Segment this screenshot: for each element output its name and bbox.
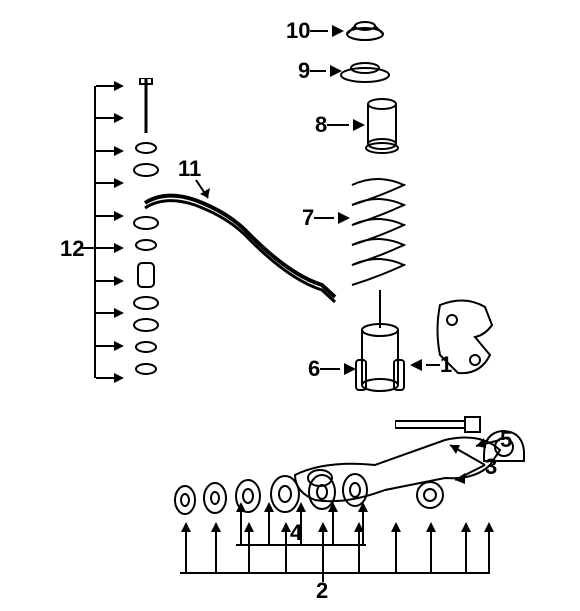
callout-7: 7: [302, 205, 350, 231]
callout-2-leader: [358, 530, 360, 572]
callout-12-arrow: [96, 276, 124, 286]
callout-12-arrow: [96, 211, 124, 221]
callout-10-text: 10: [286, 18, 310, 44]
callout-10: 10: [286, 18, 344, 44]
callout-3-arrows: [420, 440, 490, 490]
callout-7-text: 7: [302, 205, 314, 231]
callout-12-bracket: [94, 86, 96, 378]
callout-2-bracket: [180, 572, 490, 574]
callout-9: 9: [298, 58, 342, 84]
callout-11-arrow: [192, 178, 214, 204]
callout-12-arrow: [96, 341, 124, 351]
strut-assembly: [352, 290, 408, 400]
hardware-stack: [126, 78, 166, 378]
upper-mount-nut: [340, 18, 390, 42]
callout-4-leader: [240, 510, 242, 544]
callout-1: 1: [410, 352, 452, 378]
callout-2-arrowhead: [211, 522, 221, 532]
spring-seat-upper: [335, 58, 395, 84]
callout-2-arrowhead: [244, 522, 254, 532]
bushing-row: [170, 470, 370, 525]
callout-2-arrowhead: [318, 522, 328, 532]
callout-4-arrowhead: [236, 502, 246, 512]
callout-4-leader: [300, 510, 302, 544]
callout-2-stem: [322, 572, 324, 582]
callout-12-arrow: [96, 113, 124, 123]
callout-4-arrowhead: [264, 502, 274, 512]
callout-2-arrowhead: [354, 522, 364, 532]
callout-2-leader: [395, 530, 397, 572]
coil-spring: [346, 175, 410, 295]
callout-2-arrowhead: [484, 522, 494, 532]
callout-2-arrowhead: [391, 522, 401, 532]
callout-8: 8: [315, 112, 365, 138]
callout-6: 6: [308, 356, 356, 382]
bump-stop-boot: [363, 98, 401, 154]
callout-12-arrow: [96, 308, 124, 318]
callout-4-bracket: [236, 544, 366, 546]
callout-2-leader: [322, 530, 324, 572]
callout-12-text: 12: [60, 236, 84, 262]
callout-2-leader: [488, 530, 490, 572]
callout-2-arrowhead: [181, 522, 191, 532]
callout-12-arrow: [96, 373, 124, 383]
callout-12: 12: [60, 236, 84, 262]
callout-2-arrowhead: [281, 522, 291, 532]
callout-12-stem: [82, 247, 94, 249]
callout-6-text: 6: [308, 356, 320, 382]
callout-2-arrowhead: [461, 522, 471, 532]
callout-9-text: 9: [298, 58, 310, 84]
callout-12-arrow: [96, 178, 124, 188]
callout-2-arrowhead: [426, 522, 436, 532]
callout-8-text: 8: [315, 112, 327, 138]
callout-4-arrowhead: [296, 502, 306, 512]
callout-12-arrow: [96, 146, 124, 156]
callout-4-arrowhead: [358, 502, 368, 512]
stabilizer-bar: [140, 185, 340, 305]
callout-2-leader: [285, 530, 287, 572]
callout-12-arrow: [96, 243, 124, 253]
callout-4-arrowhead: [328, 502, 338, 512]
callout-2-leader: [248, 530, 250, 572]
callout-12-arrow: [96, 81, 124, 91]
callout-2-leader: [215, 530, 217, 572]
callout-4-leader: [268, 510, 270, 544]
callout-2-leader: [185, 530, 187, 572]
callout-2-leader: [465, 530, 467, 572]
callout-2-leader: [430, 530, 432, 572]
callout-1-text: 1: [440, 352, 452, 378]
callout-4-leader: [332, 510, 334, 544]
